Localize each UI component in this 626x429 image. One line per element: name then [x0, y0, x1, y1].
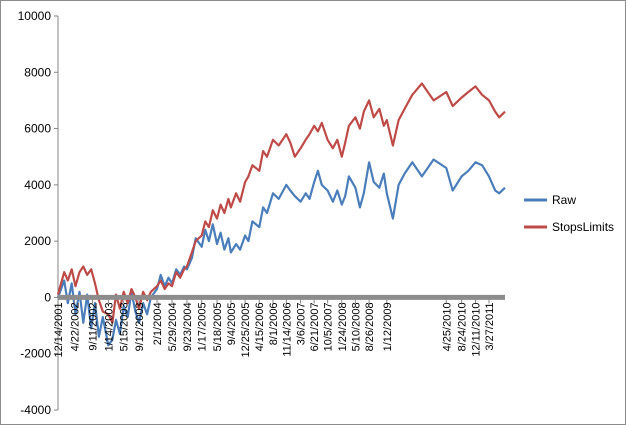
x-tick-label: 9/4/2005	[226, 302, 238, 345]
x-tick-label: 5/29/2004	[167, 302, 179, 351]
x-tick-label: 12/25/2005	[240, 302, 252, 357]
series-layer	[56, 82, 506, 347]
x-tick-label: 1/17/2005	[197, 302, 209, 351]
x-tick-label: 5/15/2003	[119, 302, 131, 351]
y-tick-label: 0	[44, 290, 51, 304]
x-tick-label: 8/26/2008	[364, 302, 376, 351]
x-tick-label: 4/22/2002	[69, 302, 81, 351]
legend-label-stopslimits: StopsLimits	[552, 220, 614, 234]
x-tick-label: 10/5/2007	[323, 302, 335, 351]
x-tick-label: 1/24/2008	[337, 302, 349, 351]
x-tick-label: 5/18/2005	[212, 302, 224, 351]
x-tick-label: 4/15/2006	[254, 302, 266, 351]
y-tick-label: 4000	[24, 178, 51, 192]
y-tick-label: 2000	[24, 234, 51, 248]
y-tick-label: -4000	[20, 403, 51, 417]
y-tick-label: -2000	[20, 347, 51, 361]
x-tick-label: 8/24/2010	[457, 302, 469, 351]
x-tick-label: 5/10/2008	[350, 302, 362, 351]
x-tick-label: 4/25/2010	[441, 302, 453, 351]
x-tick-label: 11/14/2006	[281, 302, 293, 356]
series-line-stopslimits	[56, 82, 506, 324]
y-tick-label: 6000	[24, 122, 51, 136]
y-tick-label: 10000	[18, 9, 52, 23]
x-tick-label: 3/6/2007	[296, 302, 308, 345]
series-line-raw	[56, 158, 506, 347]
x-tick-label: 12/14/2001	[53, 302, 65, 357]
x-tick-label: 9/23/2004	[182, 302, 194, 351]
x-tick-label: 12/11/2010	[471, 302, 483, 356]
x-tick-label: 8/1/2006	[268, 302, 280, 345]
y-tick-label: 8000	[24, 65, 51, 79]
y-axis-ticks: -4000 -2000 0 2000 4000 6000 8000 10000	[18, 9, 58, 417]
x-tick-label: 3/27/2011	[484, 302, 496, 350]
legend: Raw StopsLimits	[524, 193, 614, 234]
x-tick-label: 6/21/2007	[309, 302, 321, 351]
x-tick-label: 9/11/2002	[87, 302, 99, 350]
x-tick-label: 1/12/2009	[382, 302, 394, 351]
legend-label-raw: Raw	[552, 193, 576, 207]
x-tick-label: 2/1/2004	[152, 302, 164, 345]
x-tick-label: 9/12/2003	[134, 302, 146, 351]
x-tick-label: 1/14/2003	[103, 302, 115, 351]
x-axis-ticks: 12/14/2001 4/22/2002 9/11/2002 1/14/2003 5/1…	[53, 299, 496, 357]
